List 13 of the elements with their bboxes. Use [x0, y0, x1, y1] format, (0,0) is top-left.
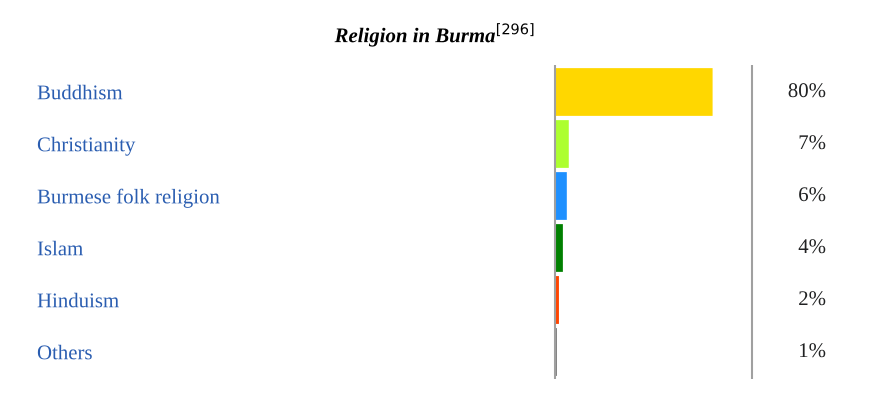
y-tick-label: Buddhism: [38, 84, 122, 100]
y-tick-label: Burmese folk religion: [38, 188, 220, 208]
data-label: 2%: [799, 291, 826, 306]
data-label: 80%: [788, 83, 826, 98]
data-label: 6%: [799, 187, 826, 202]
y-tick-label: Others: [38, 344, 92, 360]
chart-title: Religion in Burma$^{[296]}$: [334, 23, 534, 47]
data-label: 4%: [798, 239, 826, 254]
data-label: 7%: [800, 135, 826, 150]
y-tick-label: Christianity: [38, 136, 136, 156]
y-tick-label: Islam: [38, 240, 83, 256]
data-label: 1%: [800, 343, 826, 358]
y-tick-label: Hinduism: [38, 292, 119, 308]
